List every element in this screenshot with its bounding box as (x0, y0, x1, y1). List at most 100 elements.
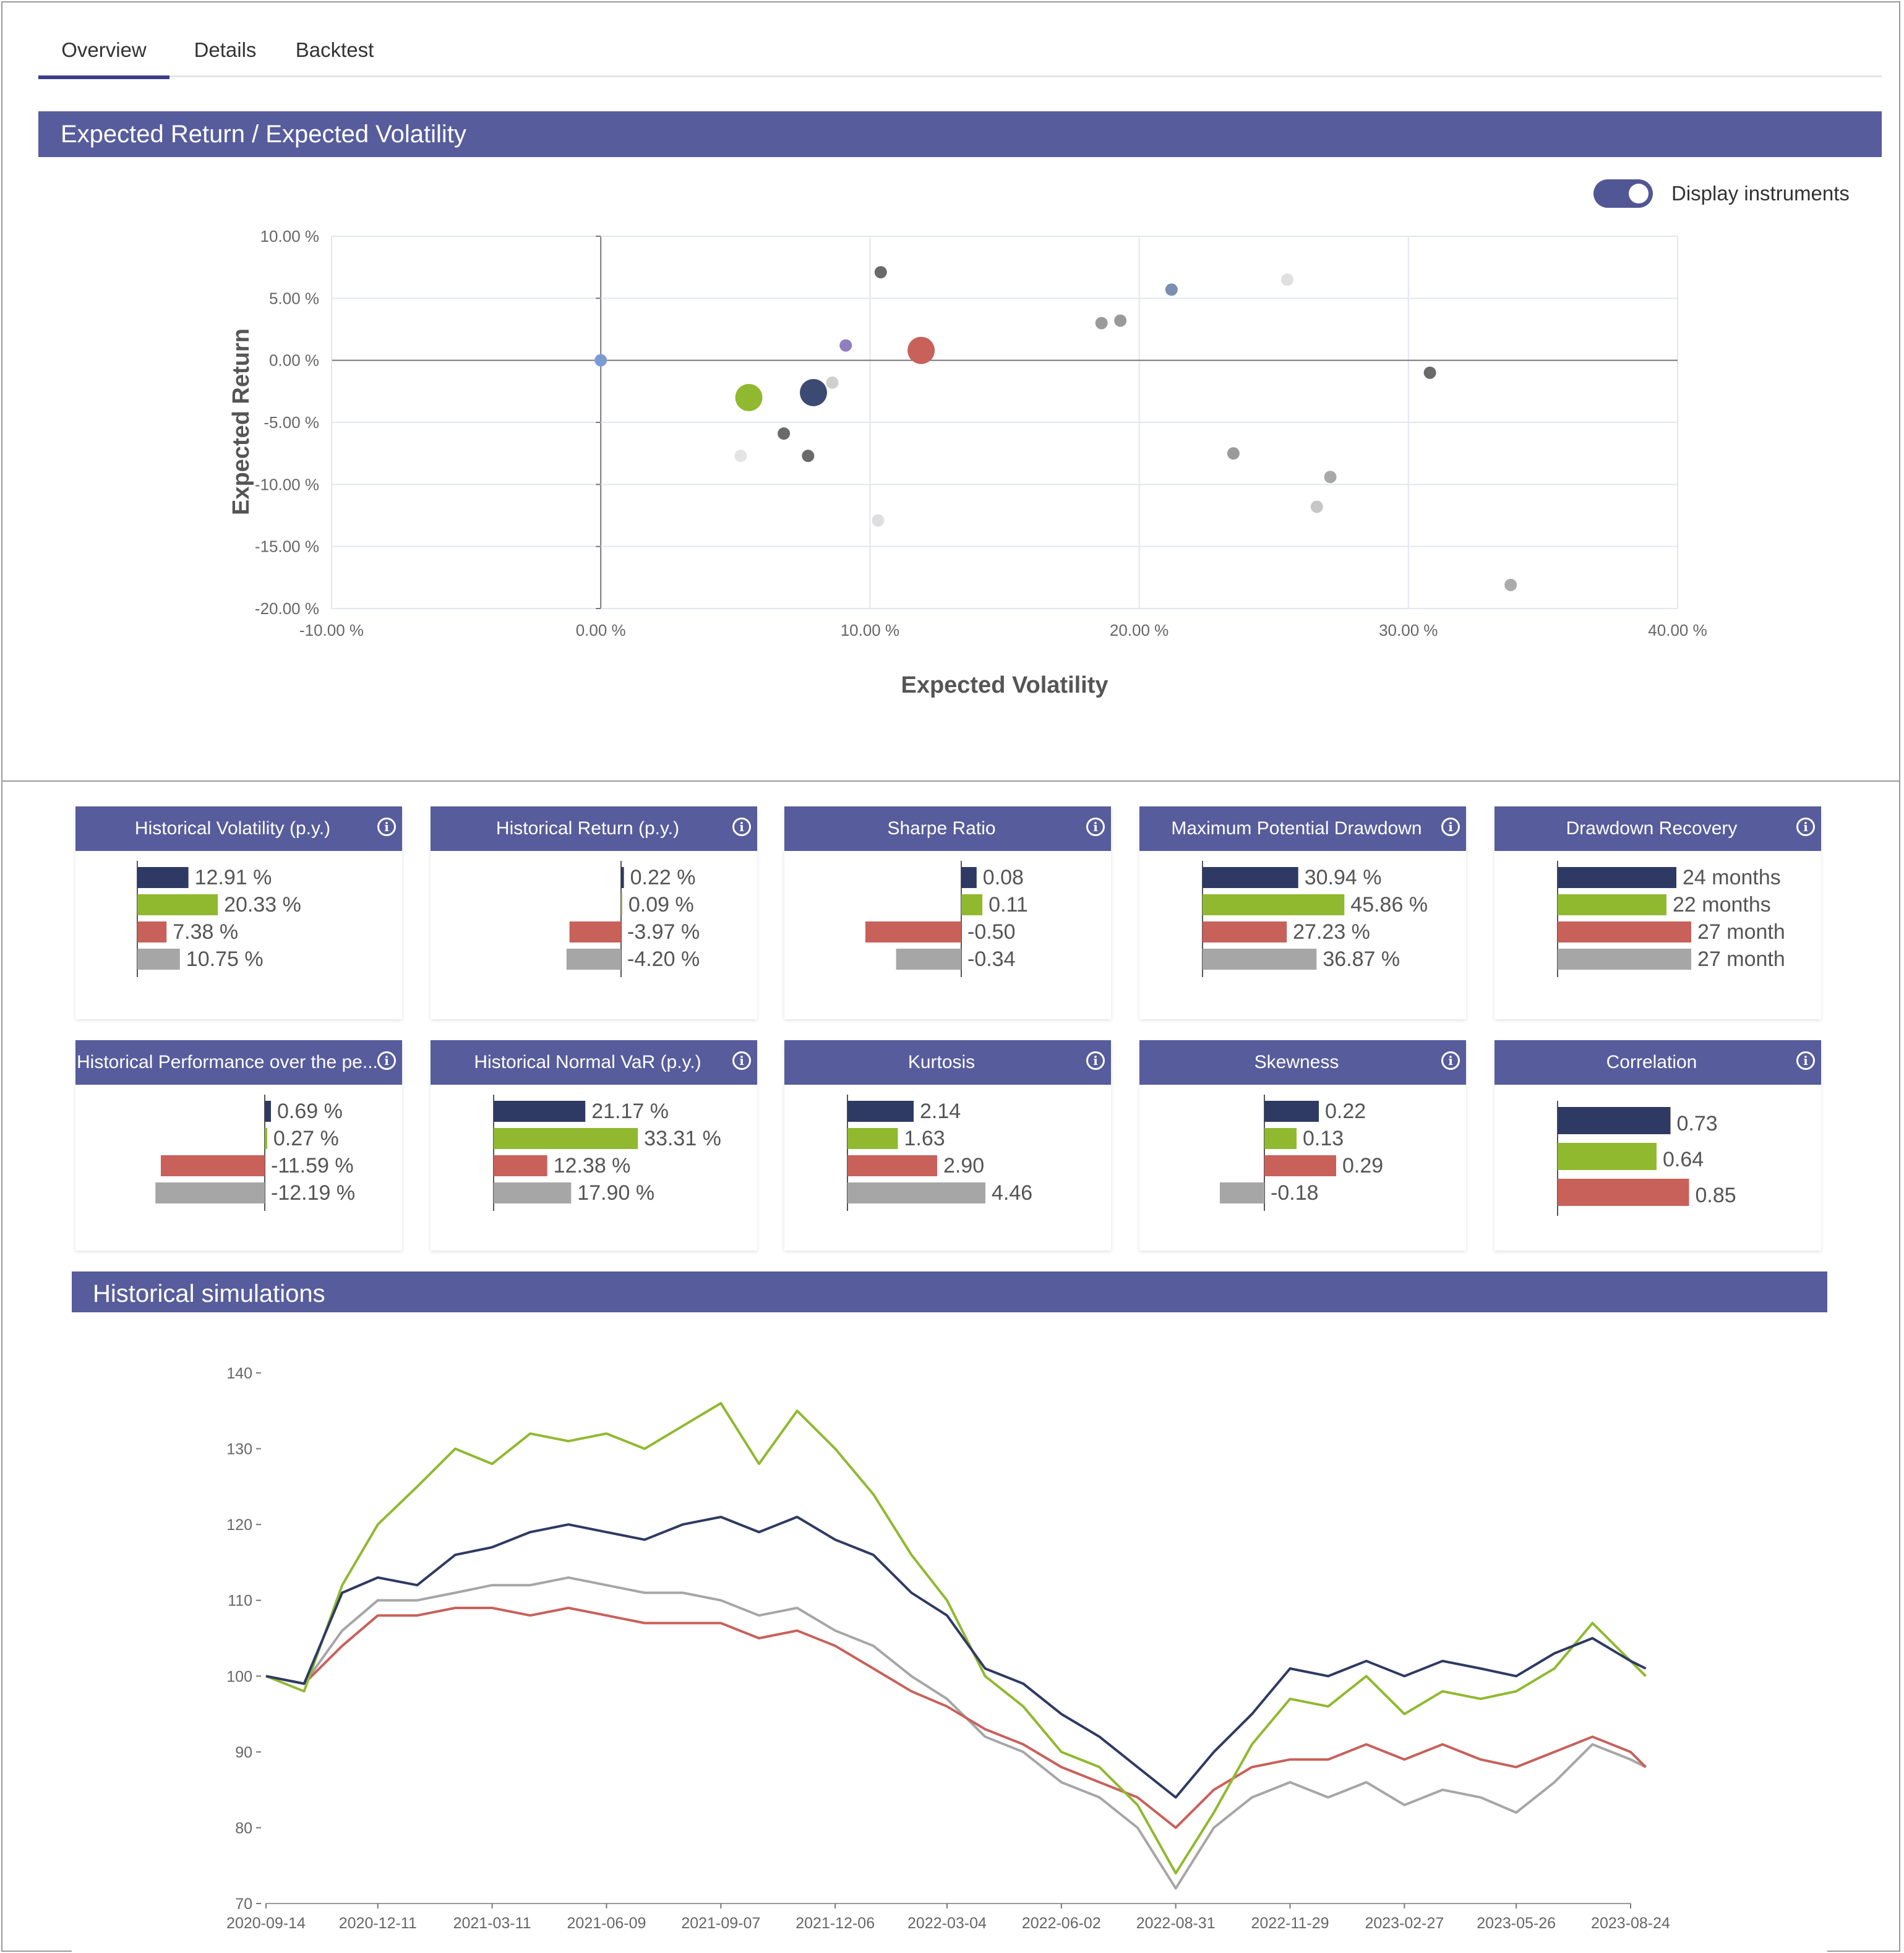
info-icon[interactable]: i (377, 1051, 396, 1070)
scatter-point[interactable] (734, 450, 747, 463)
metric-card-title: Historical Performance over the pe... (77, 1052, 378, 1072)
metric-bar (494, 1155, 547, 1176)
tab-bar: Overview Details Backtest (38, 25, 1882, 79)
scatter-point[interactable] (1310, 500, 1323, 513)
info-icon[interactable]: i (1086, 1051, 1105, 1070)
metric-bar-label: 27 month (1697, 920, 1785, 944)
metric-bar-label: 12.38 % (554, 1154, 631, 1177)
metric-bar (621, 894, 622, 915)
metric-bar-label: 2.14 (920, 1100, 961, 1123)
metric-card: Maximum Potential Drawdown i 30.94 % 45.86 … (1139, 806, 1466, 1019)
metric-card: Correlation i 0.73 0.64 0.85 (1494, 1040, 1821, 1250)
metric-bar-label: 27.23 % (1293, 920, 1370, 944)
metric-bar-label: 20.33 % (224, 893, 301, 917)
metric-card-title: Skewness (1254, 1052, 1339, 1072)
y-tick-label: 0.00 % (269, 351, 319, 370)
info-icon[interactable]: i (1441, 1051, 1460, 1070)
info-icon[interactable]: i (1796, 1051, 1815, 1070)
metric-card-title: Correlation (1606, 1052, 1697, 1072)
info-icon[interactable]: i (1441, 818, 1460, 836)
y-tick-label: 130 (226, 1441, 252, 1458)
scatter-point[interactable] (1227, 447, 1240, 460)
scatter-point[interactable] (874, 266, 887, 279)
metric-card-header: Historical Volatility (p.y.) i (75, 806, 402, 851)
info-icon[interactable]: i (1796, 818, 1815, 836)
metric-bar-chart: 2.14 1.63 2.90 4.46 (847, 1095, 1032, 1211)
scatter-point[interactable] (802, 450, 815, 463)
metric-bar-label: -12.19 % (271, 1181, 355, 1205)
metric-bar-label: 10.75 % (186, 947, 264, 971)
metric-bar-label: 0.85 (1696, 1184, 1736, 1207)
scatter-panel-header: Expected Return / Expected Volatility (38, 111, 1882, 157)
metric-bar-label: -0.34 (967, 947, 1016, 971)
tab-details[interactable]: Details (194, 38, 257, 61)
metric-bar (1264, 1155, 1336, 1176)
simulations-panel-title: Historical simulations (93, 1280, 325, 1307)
metric-card-header: Sharpe Ratio i (784, 806, 1111, 851)
scatter-point[interactable] (1324, 471, 1337, 484)
metric-card-title: Historical Volatility (p.y.) (134, 818, 331, 839)
scatter-point[interactable] (872, 514, 885, 527)
simulations-panel-body (72, 1312, 1827, 1952)
scatter-point[interactable] (1280, 273, 1293, 286)
y-tick-label: 100 (226, 1668, 252, 1685)
y-tick-label: -5.00 % (264, 413, 319, 432)
tab-backtest[interactable]: Backtest (295, 38, 374, 61)
metric-bar-label: 17.90 % (577, 1181, 654, 1205)
y-axis-title: Expected Return (228, 328, 254, 515)
scatter-point[interactable] (800, 378, 828, 406)
metric-bar (847, 1128, 898, 1149)
metric-card: Historical Return (p.y.) i 0.22 % 0.09 % -3.… (431, 806, 757, 1019)
scatter-point[interactable] (735, 383, 763, 411)
tab-overview[interactable]: Overview (38, 25, 169, 79)
scatter-point[interactable] (839, 339, 852, 352)
metric-bar (847, 1155, 937, 1176)
metric-bar (896, 949, 961, 970)
scatter-point[interactable] (594, 354, 607, 367)
metric-card: Sharpe Ratio i 0.08 0.11 -0.50 -0.34 (784, 806, 1111, 1019)
scatter-point[interactable] (1423, 366, 1436, 379)
info-icon[interactable]: i (377, 818, 396, 836)
y-tick-label: 110 (228, 1592, 252, 1610)
display-instruments-toggle[interactable] (1593, 179, 1653, 208)
y-tick-label: 120 (226, 1516, 252, 1534)
x-tick-label: 30.00 % (1379, 621, 1438, 639)
scatter-point[interactable] (907, 336, 935, 364)
scatter-point[interactable] (1095, 317, 1108, 330)
metric-card-header: Historical Performance over the pe... i (75, 1040, 402, 1085)
metric-bar-label: 0.22 (1325, 1100, 1366, 1123)
metric-bar-label: 27 month (1697, 947, 1785, 971)
x-tick-label: 2021-09-07 (681, 1915, 760, 1932)
metric-bar-label: 21.17 % (591, 1100, 669, 1123)
y-tick-label: -20.00 % (255, 599, 319, 618)
scatter-point[interactable] (1504, 578, 1517, 591)
scatter-point[interactable] (1165, 283, 1178, 296)
y-tick-label: 140 (226, 1365, 252, 1382)
simulation-series-line (265, 1402, 1647, 1874)
metric-bar (265, 1128, 267, 1149)
metric-bar-label: -3.97 % (627, 920, 700, 944)
y-tick-label: -10.00 % (255, 475, 319, 494)
info-icon[interactable]: i (1086, 818, 1105, 836)
y-tick-label: -15.00 % (255, 537, 319, 556)
x-axis-title: Expected Volatility (901, 672, 1108, 698)
info-icon[interactable]: i (732, 818, 751, 836)
scatter-point[interactable] (1114, 314, 1127, 327)
scatter-point[interactable] (778, 427, 791, 440)
metric-bar-label: 0.09 % (628, 893, 694, 917)
metric-bar-label: 0.29 (1342, 1154, 1383, 1177)
simulation-series-line (265, 1515, 1647, 1799)
scatter-chart: -10.00 % 0.00 % 10.00 % 20.00 % 30.00 % 40.00… (228, 227, 1707, 698)
metric-bar (494, 1182, 572, 1203)
metric-bar-chart: 0.08 0.11 -0.50 -0.34 (865, 861, 1028, 977)
metric-card-title: Maximum Potential Drawdown (1171, 818, 1422, 839)
info-icon[interactable]: i (732, 1051, 751, 1070)
y-tick-label: 80 (235, 1819, 252, 1837)
x-tick-label: -10.00 % (299, 621, 364, 639)
x-tick-label: 10.00 % (841, 621, 899, 639)
scatter-point[interactable] (826, 376, 839, 389)
metric-card: Drawdown Recovery i 24 months 22 months 27 m… (1494, 806, 1821, 1019)
metric-bar-chart: 0.22 0.13 0.29 -0.18 (1220, 1095, 1383, 1211)
metric-bar-chart: 0.22 % 0.09 % -3.97 % -4.20 % (566, 861, 700, 977)
metric-card-title: Historical Return (p.y.) (495, 818, 680, 839)
